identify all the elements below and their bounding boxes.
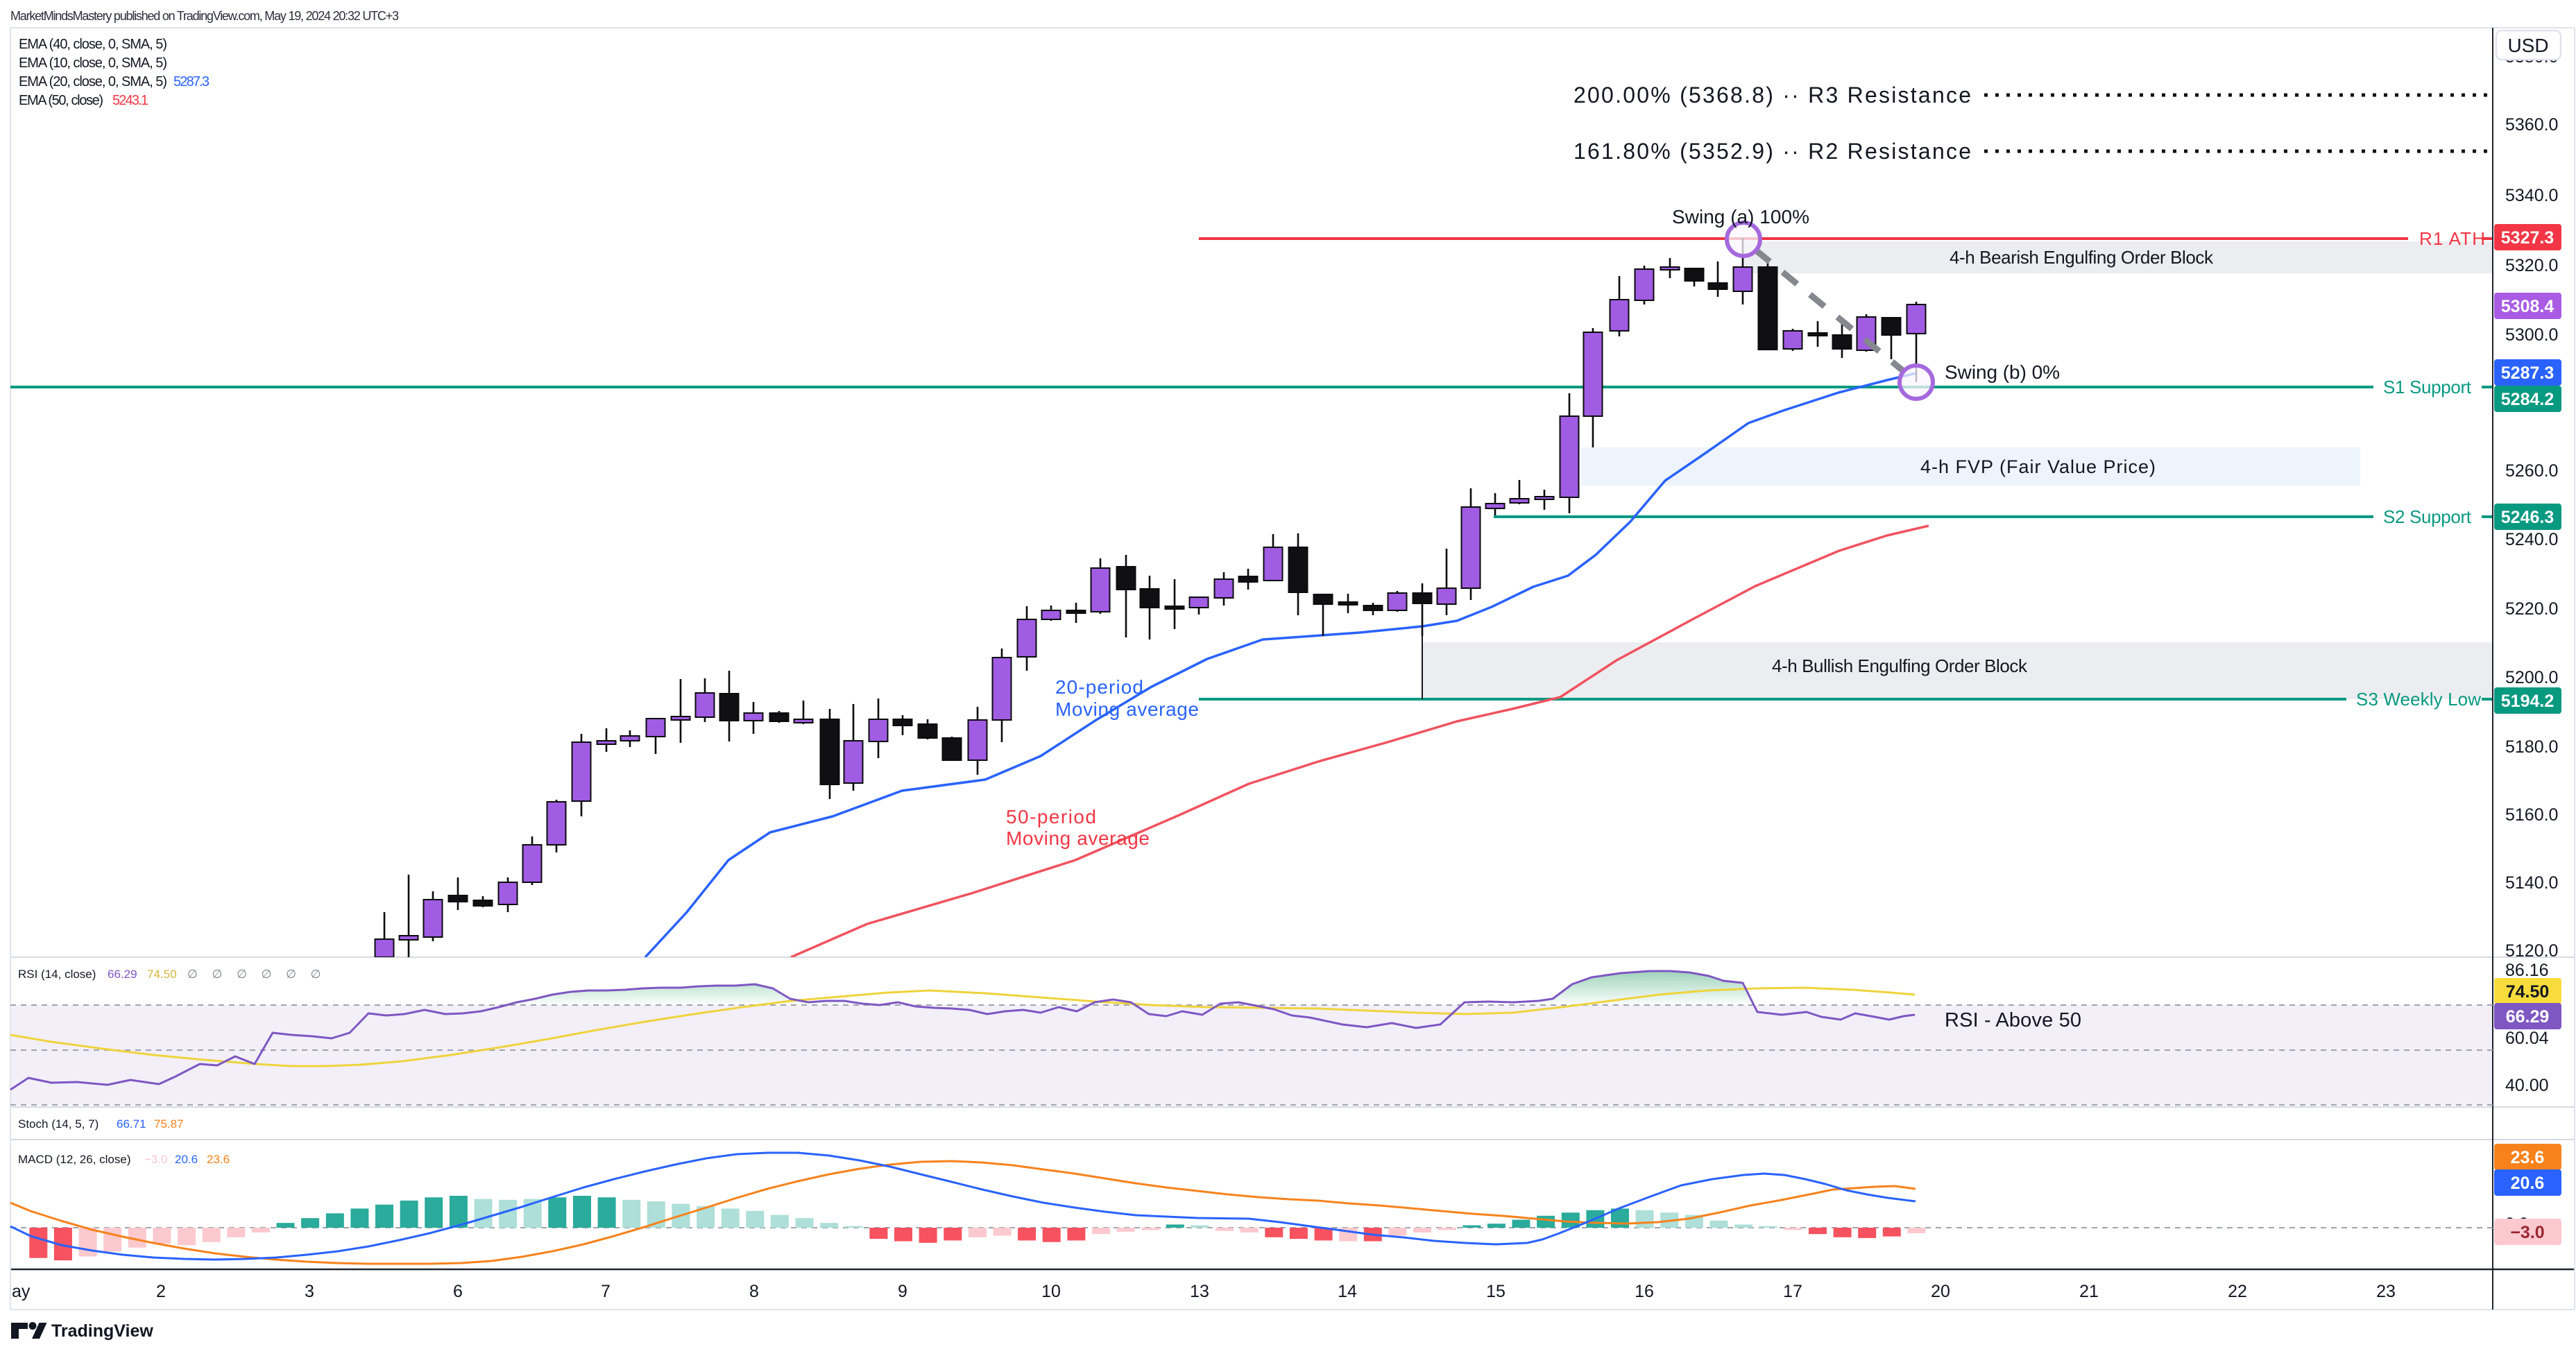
svg-text:5200.0: 5200.0 bbox=[2505, 668, 2558, 687]
svg-text:23: 23 bbox=[2376, 1282, 2396, 1301]
svg-text:50-period: 50-period bbox=[1006, 806, 1096, 827]
svg-text:5260.0: 5260.0 bbox=[2505, 461, 2558, 481]
svg-text:66.29: 66.29 bbox=[2506, 1007, 2550, 1027]
svg-text:66.71: 66.71 bbox=[117, 1117, 146, 1131]
svg-text:5340.0: 5340.0 bbox=[2505, 186, 2558, 205]
svg-text:13: 13 bbox=[1190, 1282, 1209, 1301]
svg-text:60.04: 60.04 bbox=[2505, 1029, 2549, 1048]
svg-text:4-h Bearish Engulfing Order Bl: 4-h Bearish Engulfing Order Block bbox=[1950, 247, 2214, 268]
svg-text:ay: ay bbox=[12, 1282, 31, 1301]
svg-text:TradingView: TradingView bbox=[51, 1321, 153, 1341]
svg-text:Stoch (14, 5, 7): Stoch (14, 5, 7) bbox=[18, 1117, 99, 1131]
svg-text:9: 9 bbox=[898, 1282, 907, 1301]
svg-text:4-h Bullish Engulfing Order Bl: 4-h Bullish Engulfing Order Block bbox=[1772, 655, 2028, 676]
svg-text:17: 17 bbox=[1783, 1282, 1802, 1301]
svg-text:14: 14 bbox=[1338, 1282, 1357, 1301]
svg-text:MACD (12, 26, close): MACD (12, 26, close) bbox=[18, 1153, 131, 1166]
svg-text:USD: USD bbox=[2507, 35, 2548, 56]
svg-text:R1 ATH: R1 ATH bbox=[2419, 228, 2485, 249]
svg-text:EMA (10, close, 0, SMA, 5): EMA (10, close, 0, SMA, 5) bbox=[19, 55, 167, 71]
svg-text:5284.2: 5284.2 bbox=[2501, 390, 2554, 409]
svg-text:16: 16 bbox=[1635, 1282, 1654, 1301]
svg-text:−3.0: −3.0 bbox=[2510, 1223, 2544, 1242]
svg-text:23.6: 23.6 bbox=[207, 1153, 230, 1166]
svg-text:MarketMindsMastery published o: MarketMindsMastery published on TradingV… bbox=[10, 9, 399, 23]
svg-text:5240.0: 5240.0 bbox=[2505, 530, 2558, 549]
svg-text:66.29: 66.29 bbox=[108, 968, 137, 981]
svg-text:10: 10 bbox=[1041, 1282, 1061, 1301]
svg-text:Moving average: Moving average bbox=[1055, 698, 1199, 720]
svg-text:5327.3: 5327.3 bbox=[2501, 228, 2554, 248]
svg-text:4-h FVP (Fair Value Price): 4-h FVP (Fair Value Price) bbox=[1920, 456, 2156, 477]
svg-text:5194.2: 5194.2 bbox=[2501, 692, 2554, 711]
svg-text:RSI - Above 50: RSI - Above 50 bbox=[1945, 1009, 2081, 1031]
svg-text:74.50: 74.50 bbox=[2506, 982, 2550, 1002]
svg-text:EMA (40, close, 0, SMA, 5): EMA (40, close, 0, SMA, 5) bbox=[19, 37, 167, 52]
svg-text:74.50: 74.50 bbox=[147, 968, 177, 981]
svg-text:6: 6 bbox=[453, 1282, 463, 1301]
svg-text:S3 Weekly Low: S3 Weekly Low bbox=[2356, 689, 2481, 710]
svg-text:20-period: 20-period bbox=[1055, 676, 1143, 698]
svg-text:5160.0: 5160.0 bbox=[2505, 805, 2558, 825]
svg-text:2: 2 bbox=[156, 1282, 166, 1301]
svg-text:Swing (b) 0%: Swing (b) 0% bbox=[1945, 361, 2060, 383]
svg-text:∅ ∅ ∅ ∅ ∅ ∅: ∅ ∅ ∅ ∅ ∅ ∅ bbox=[187, 968, 326, 981]
svg-text:5300.0: 5300.0 bbox=[2505, 325, 2558, 345]
svg-text:EMA (20, close, 0, SMA, 5): EMA (20, close, 0, SMA, 5) bbox=[19, 74, 167, 89]
svg-text:22: 22 bbox=[2228, 1282, 2247, 1301]
svg-text:5308.4: 5308.4 bbox=[2501, 297, 2554, 316]
svg-text:5180.0: 5180.0 bbox=[2505, 737, 2558, 757]
svg-text:RSI (14, close): RSI (14, close) bbox=[18, 968, 96, 981]
svg-text:23.6: 23.6 bbox=[2511, 1148, 2545, 1167]
svg-text:21: 21 bbox=[2079, 1282, 2099, 1301]
svg-text:20.6: 20.6 bbox=[175, 1153, 198, 1166]
svg-text:5120.0: 5120.0 bbox=[2505, 941, 2558, 961]
svg-text:40.00: 40.00 bbox=[2505, 1076, 2549, 1095]
svg-text:5243.1: 5243.1 bbox=[112, 93, 148, 108]
svg-text:75.87: 75.87 bbox=[154, 1117, 184, 1131]
svg-text:86.16: 86.16 bbox=[2505, 961, 2549, 980]
svg-text:20: 20 bbox=[1931, 1282, 1950, 1301]
svg-text:161.80% (5352.9) ·· R2 Resis: 161.80% (5352.9) ·· R2 Resistance bbox=[1573, 139, 1971, 164]
svg-text:5360.0: 5360.0 bbox=[2505, 115, 2558, 135]
svg-text:15: 15 bbox=[1486, 1282, 1505, 1301]
svg-text:Moving average: Moving average bbox=[1006, 827, 1150, 849]
svg-text:EMA (50, close): EMA (50, close) bbox=[19, 93, 103, 108]
svg-text:7: 7 bbox=[601, 1282, 611, 1301]
svg-text:−3.0: −3.0 bbox=[144, 1153, 168, 1166]
svg-text:200.00% (5368.8) ·· R3 Resis: 200.00% (5368.8) ·· R3 Resistance bbox=[1573, 83, 1971, 108]
svg-text:S2 Support: S2 Support bbox=[2383, 506, 2472, 527]
svg-text:5220.0: 5220.0 bbox=[2505, 599, 2558, 619]
svg-text:S1 Support: S1 Support bbox=[2383, 377, 2472, 397]
svg-text:20.6: 20.6 bbox=[2511, 1174, 2545, 1193]
svg-text:5246.3: 5246.3 bbox=[2501, 508, 2554, 527]
svg-text:8: 8 bbox=[749, 1282, 759, 1301]
svg-text:5320.0: 5320.0 bbox=[2505, 256, 2558, 275]
svg-text:5287.3: 5287.3 bbox=[173, 74, 210, 89]
svg-text:5140.0: 5140.0 bbox=[2505, 873, 2558, 893]
svg-text:Swing (a) 100%: Swing (a) 100% bbox=[1672, 206, 1809, 228]
svg-text:3: 3 bbox=[305, 1282, 314, 1301]
svg-text:5287.3: 5287.3 bbox=[2501, 363, 2554, 383]
